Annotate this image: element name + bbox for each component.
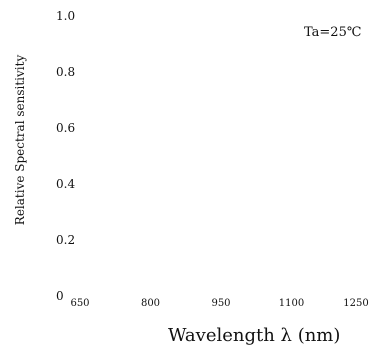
y-tick-label: 0.6 [56,121,75,135]
x-tick-label: 800 [141,298,160,309]
y-tick-label: 0 [56,289,64,303]
x-tick-label: 1250 [343,298,368,309]
x-tick-labels: 650 800 950 1100 1250 [70,298,368,309]
y-tick-label: 0.4 [56,177,75,191]
x-tick-label: 1100 [279,298,304,309]
y-tick-labels: 0 0.2 0.4 0.6 0.8 1.0 [56,9,75,303]
temperature-annotation: Ta=25℃ [304,25,361,40]
y-axis-label: Relative Spectral sensitivity [13,55,27,226]
y-tick-label: 0.8 [56,65,75,79]
x-tick-label: 650 [70,298,89,309]
x-tick-label: 950 [211,298,230,309]
y-tick-label: 1.0 [56,9,75,23]
y-tick-label: 0.2 [56,233,75,247]
x-axis-label: Wavelength λ (nm) [168,325,340,346]
